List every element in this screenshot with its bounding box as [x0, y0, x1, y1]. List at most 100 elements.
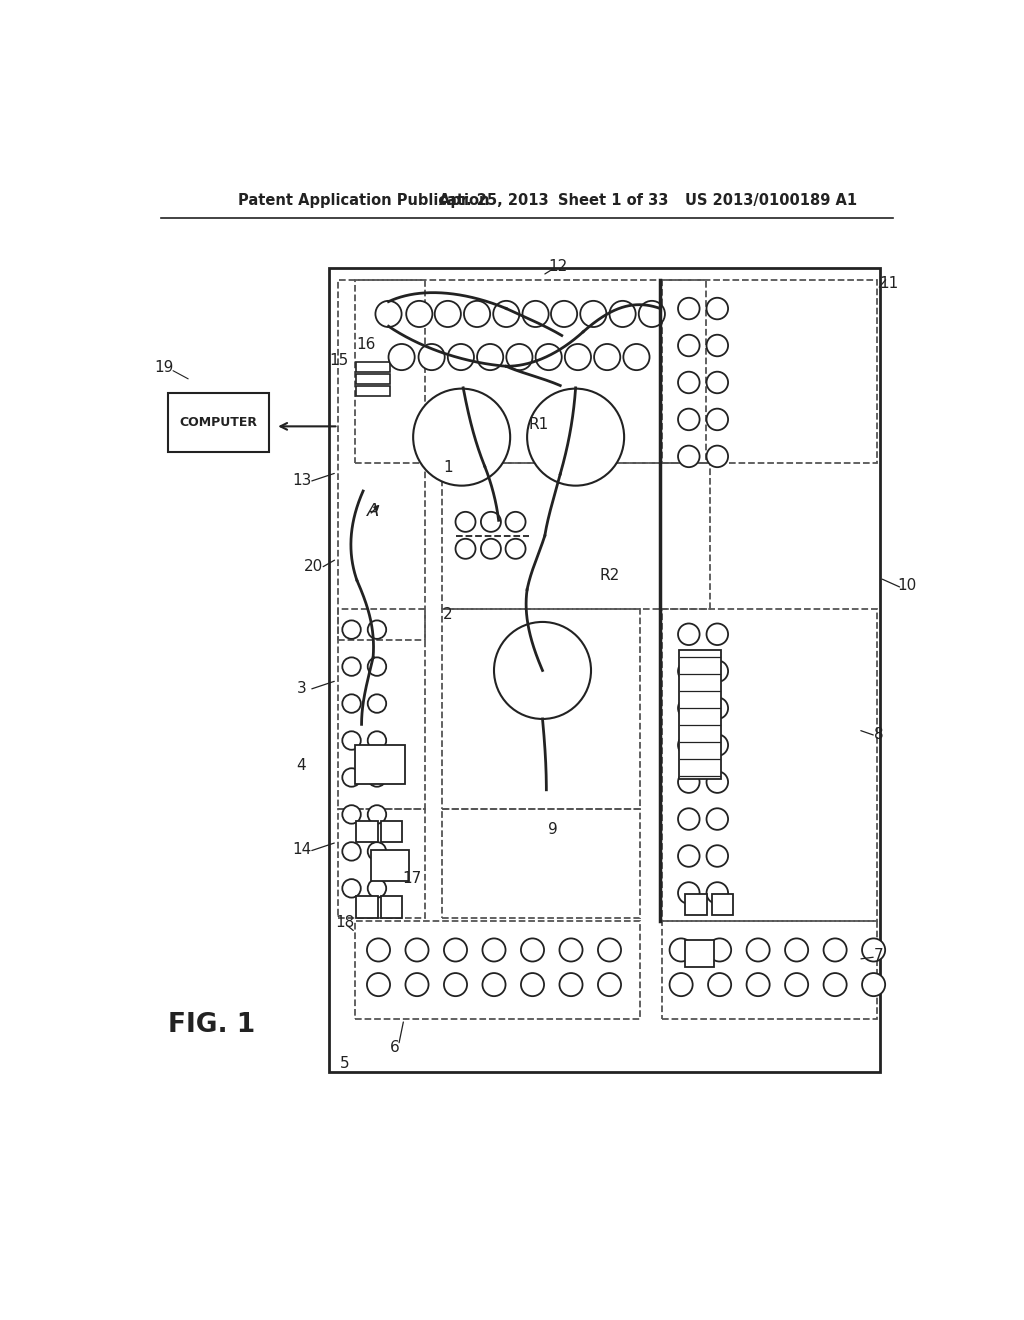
Circle shape — [367, 939, 390, 961]
Circle shape — [707, 446, 728, 467]
Circle shape — [477, 345, 503, 370]
Circle shape — [464, 301, 490, 327]
Circle shape — [678, 845, 699, 867]
Bar — [355, 744, 406, 784]
Circle shape — [481, 539, 501, 558]
Circle shape — [678, 882, 699, 904]
Text: 6: 6 — [390, 1040, 399, 1055]
Circle shape — [521, 973, 544, 997]
Circle shape — [609, 301, 636, 327]
Circle shape — [413, 388, 510, 486]
Bar — [441, 809, 640, 919]
Circle shape — [746, 939, 770, 961]
Circle shape — [678, 771, 699, 793]
Circle shape — [581, 301, 606, 327]
Circle shape — [367, 973, 390, 997]
Text: 12: 12 — [548, 259, 567, 273]
Circle shape — [456, 539, 475, 558]
Circle shape — [746, 973, 770, 997]
Text: 7: 7 — [874, 948, 884, 962]
Bar — [441, 609, 640, 809]
Circle shape — [368, 620, 386, 639]
Circle shape — [678, 623, 699, 645]
Circle shape — [527, 388, 625, 486]
Circle shape — [368, 694, 386, 713]
Circle shape — [678, 298, 699, 319]
Text: 20: 20 — [304, 558, 324, 574]
Circle shape — [624, 345, 649, 370]
Text: 9: 9 — [548, 822, 557, 837]
Circle shape — [594, 345, 621, 370]
Circle shape — [482, 939, 506, 961]
Circle shape — [388, 345, 415, 370]
Circle shape — [708, 973, 731, 997]
Circle shape — [678, 808, 699, 830]
Circle shape — [862, 973, 885, 997]
Text: 19: 19 — [155, 360, 174, 375]
Text: 3: 3 — [297, 681, 306, 696]
Text: US 2013/0100189 A1: US 2013/0100189 A1 — [685, 193, 857, 209]
Bar — [356, 896, 378, 917]
Circle shape — [506, 345, 532, 370]
Circle shape — [494, 301, 519, 327]
Text: 1: 1 — [443, 461, 454, 475]
Circle shape — [368, 657, 386, 676]
Bar — [685, 894, 707, 915]
Circle shape — [342, 768, 360, 787]
Text: FIG. 1: FIG. 1 — [168, 1011, 255, 1038]
Circle shape — [342, 805, 360, 824]
Circle shape — [565, 345, 591, 370]
Bar — [356, 363, 390, 372]
Text: 18: 18 — [335, 915, 354, 929]
Circle shape — [522, 301, 549, 327]
Circle shape — [506, 512, 525, 532]
Bar — [339, 809, 425, 919]
Circle shape — [559, 939, 583, 961]
Text: Sheet 1 of 33: Sheet 1 of 33 — [558, 193, 669, 209]
Circle shape — [536, 345, 562, 370]
Text: Apr. 25, 2013: Apr. 25, 2013 — [438, 193, 548, 209]
Circle shape — [707, 808, 728, 830]
Text: R1: R1 — [528, 417, 549, 432]
Circle shape — [598, 973, 621, 997]
Circle shape — [521, 939, 544, 961]
Circle shape — [494, 622, 591, 719]
Text: 16: 16 — [356, 337, 376, 352]
Circle shape — [342, 694, 360, 713]
Circle shape — [444, 939, 467, 961]
Text: 2: 2 — [443, 607, 453, 622]
Bar — [371, 850, 410, 880]
Circle shape — [551, 301, 578, 327]
Circle shape — [678, 372, 699, 393]
Text: 14: 14 — [292, 842, 311, 858]
Circle shape — [678, 734, 699, 756]
Circle shape — [444, 973, 467, 997]
Circle shape — [482, 973, 506, 997]
Bar — [168, 393, 269, 451]
Circle shape — [598, 939, 621, 961]
Circle shape — [678, 697, 699, 719]
Circle shape — [707, 409, 728, 430]
Circle shape — [670, 973, 692, 997]
Circle shape — [707, 623, 728, 645]
Text: 11: 11 — [880, 276, 899, 290]
Circle shape — [678, 446, 699, 467]
Bar — [355, 280, 706, 463]
Circle shape — [823, 939, 847, 961]
Circle shape — [823, 973, 847, 997]
Bar — [381, 896, 402, 917]
Bar — [381, 821, 402, 842]
Bar — [356, 387, 390, 396]
Bar — [679, 649, 721, 779]
Text: 15: 15 — [329, 354, 348, 368]
Text: 17: 17 — [402, 871, 421, 886]
Text: 4: 4 — [297, 758, 306, 772]
Bar — [662, 921, 878, 1019]
Bar — [356, 821, 378, 842]
Text: A: A — [367, 502, 379, 520]
Circle shape — [406, 973, 429, 997]
Circle shape — [559, 973, 583, 997]
Text: 13: 13 — [292, 473, 311, 488]
Circle shape — [368, 842, 386, 861]
Circle shape — [670, 939, 692, 961]
